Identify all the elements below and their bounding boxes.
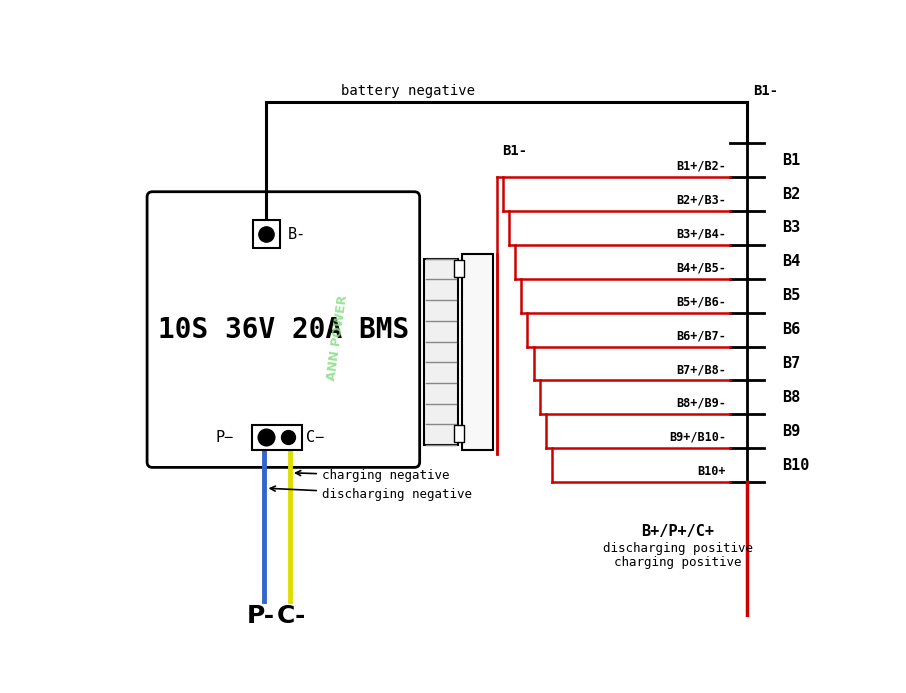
Text: B1+/B2-: B1+/B2- xyxy=(676,160,726,173)
Text: B10: B10 xyxy=(783,457,810,473)
Text: B1-: B1- xyxy=(502,144,527,158)
Text: charging positive: charging positive xyxy=(614,556,741,568)
Bar xyxy=(454,425,464,442)
Text: B4: B4 xyxy=(783,254,801,270)
Text: 10S 36V 20A BMS: 10S 36V 20A BMS xyxy=(158,315,409,344)
Text: battery negative: battery negative xyxy=(342,84,475,98)
Text: B9: B9 xyxy=(783,423,801,439)
Text: P−: P− xyxy=(215,430,234,445)
Text: B3: B3 xyxy=(783,220,801,236)
Text: B-: B- xyxy=(288,227,306,242)
Bar xyxy=(423,258,458,445)
Text: B6+/B7-: B6+/B7- xyxy=(676,329,726,342)
Bar xyxy=(462,254,493,450)
Text: B7+/B8-: B7+/B8- xyxy=(676,363,726,376)
Text: discharging positive: discharging positive xyxy=(602,542,753,554)
Text: ANN POWER: ANN POWER xyxy=(325,294,350,381)
Text: B1-: B1- xyxy=(753,84,778,98)
Text: B5: B5 xyxy=(783,288,801,303)
Text: B+/P+/C+: B+/P+/C+ xyxy=(641,524,714,538)
Text: discharging negative: discharging negative xyxy=(270,486,472,501)
Text: B2+/B3-: B2+/B3- xyxy=(676,193,726,207)
Text: B2: B2 xyxy=(783,186,801,202)
Text: C-: C- xyxy=(277,604,306,628)
Bar xyxy=(253,220,280,248)
Text: B10+: B10+ xyxy=(698,465,726,477)
Text: B6: B6 xyxy=(783,322,801,337)
Bar xyxy=(454,261,464,277)
Text: B4+/B5-: B4+/B5- xyxy=(676,261,726,274)
Text: B8: B8 xyxy=(783,390,801,405)
Text: B9+/B10-: B9+/B10- xyxy=(670,431,726,444)
Text: B1: B1 xyxy=(783,152,801,168)
Text: B5+/B6-: B5+/B6- xyxy=(676,295,726,308)
FancyBboxPatch shape xyxy=(147,192,419,467)
Text: charging negative: charging negative xyxy=(295,469,449,482)
Text: B8+/B9-: B8+/B9- xyxy=(676,397,726,410)
Text: P-: P- xyxy=(247,604,275,628)
Text: C−: C− xyxy=(306,430,324,445)
Text: B7: B7 xyxy=(783,356,801,371)
Text: B3+/B4-: B3+/B4- xyxy=(676,227,726,240)
Bar xyxy=(252,425,302,450)
